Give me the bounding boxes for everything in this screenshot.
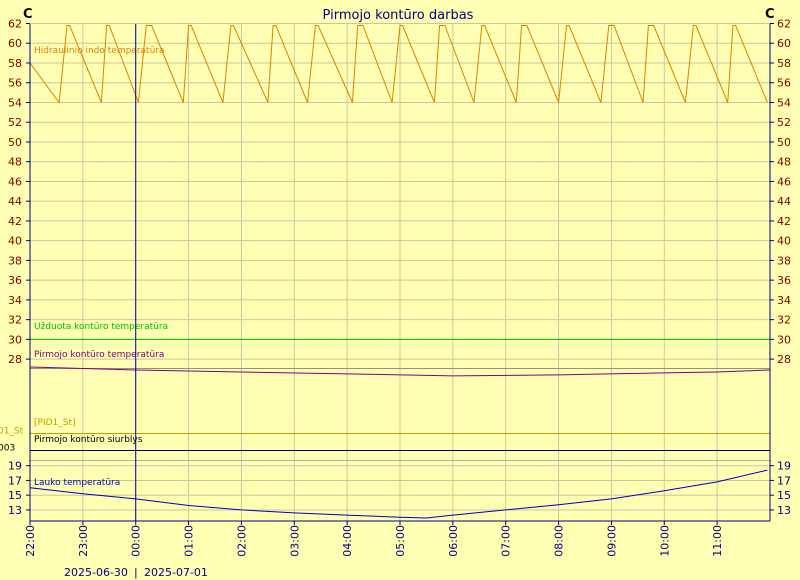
y-tick-label-left: 38 — [8, 254, 22, 267]
y-tick-label-left: 40 — [8, 235, 22, 248]
series-layer: Hidraulinio indo temperatūra Užduota kont… — [0, 25, 771, 519]
x-tick-label: 08:00 — [553, 525, 566, 557]
x-tick-label: 10:00 — [658, 525, 671, 557]
y-tick-label-left: 36 — [8, 274, 22, 287]
y-tick-label-left: 50 — [8, 136, 22, 149]
series-label: Pirmojo kontūro temperatūra — [34, 350, 164, 360]
y-tick-label-right: 56 — [777, 77, 791, 90]
y-tick-label-right: 30 — [777, 333, 791, 346]
x-tick-label: 05:00 — [394, 525, 407, 557]
y-tick-label-right: 38 — [777, 254, 791, 267]
series-left-label: 01_St — [0, 427, 24, 437]
y-tick-label-left: 15 — [8, 489, 22, 502]
series-line — [29, 366, 771, 377]
y-tick-label-left: 30 — [8, 333, 22, 346]
y-tick-label-right: 28 — [777, 353, 791, 366]
y-tick-label-left: 44 — [8, 195, 22, 208]
y-unit-left: C — [23, 7, 33, 22]
x-tick-label: 09:00 — [605, 525, 618, 557]
x-tick-label: 23:00 — [77, 525, 90, 557]
y-tick-label-left: 58 — [8, 57, 22, 70]
y-tick-label-left: 34 — [8, 294, 22, 307]
date-left: 2025-06-30 — [64, 566, 128, 579]
y-tick-label-right: 13 — [777, 504, 791, 517]
date-right: 2025-07-01 — [144, 566, 208, 579]
y-tick-label-left: 54 — [8, 96, 22, 109]
series-left-label: 003 — [0, 444, 15, 454]
series-label: Užduota kontūro temperatūra — [34, 322, 168, 332]
y-tick-label-right: 15 — [777, 489, 791, 502]
x-tick-label: 04:00 — [341, 525, 354, 557]
x-tick-label: 03:00 — [288, 525, 301, 557]
x-tick-label: 11:00 — [711, 525, 724, 557]
y-tick-label-left: 52 — [8, 116, 22, 129]
x-tick-label: 02:00 — [235, 525, 248, 557]
y-tick-label-right: 48 — [777, 156, 791, 169]
y-tick-label-left: 56 — [8, 77, 22, 90]
y-tick-label-left: 28 — [8, 353, 22, 366]
y-tick-label-left: 62 — [8, 18, 22, 31]
y-tick-label-right: 62 — [777, 18, 791, 31]
chart-title: Pirmojo kontūro darbas — [323, 8, 474, 23]
x-tick-label: 07:00 — [500, 525, 513, 557]
y-tick-label-right: 46 — [777, 175, 791, 188]
y-tick-label-left: 32 — [8, 314, 22, 327]
y-tick-label-left: 42 — [8, 215, 22, 228]
y-tick-label-right: 19 — [777, 460, 791, 473]
series-label: [PID1_St] — [34, 418, 76, 428]
y-tick-label-right: 34 — [777, 294, 791, 307]
series-label: Pirmojo kontūro siurblys — [34, 435, 143, 445]
y-tick-label-left: 60 — [8, 37, 22, 50]
y-tick-label-right: 42 — [777, 215, 791, 228]
y-tick-label-right: 44 — [777, 195, 791, 208]
y-tick-label-right: 36 — [777, 274, 791, 287]
x-tick-label: 22:00 — [24, 525, 37, 557]
y-tick-label-right: 17 — [777, 474, 791, 487]
y-tick-label-left: 48 — [8, 156, 22, 169]
x-tick-label: 00:00 — [130, 525, 143, 557]
y-tick-label-right: 60 — [777, 37, 791, 50]
x-tick-label: 06:00 — [447, 525, 460, 557]
y-tick-label-left: 17 — [8, 474, 22, 487]
y-tick-label-left: 19 — [8, 460, 22, 473]
grid — [29, 23, 770, 521]
y-tick-label-right: 32 — [777, 314, 791, 327]
y-unit-right: C — [765, 7, 775, 22]
y-tick-label-left: 13 — [8, 504, 22, 517]
y-tick-label-right: 50 — [777, 136, 791, 149]
x-tick-label: 01:00 — [183, 525, 196, 557]
axes: 62 62 60 60 58 58 56 56 54 54 52 52 50 50 48 48 46 46 44 44… — [8, 18, 791, 557]
series-label: Hidraulinio indo temperatūra — [34, 46, 165, 56]
series-line — [29, 469, 768, 519]
y-tick-label-right: 58 — [777, 57, 791, 70]
date-label: 2025-06-30 | 2025-07-01 — [64, 566, 208, 579]
series-label: Lauko temperatūra — [34, 478, 120, 488]
y-tick-label-right: 54 — [777, 96, 791, 109]
y-tick-label-left: 46 — [8, 175, 22, 188]
date-separator: | — [134, 566, 138, 579]
y-tick-label-right: 40 — [777, 235, 791, 248]
y-tick-label-right: 52 — [777, 116, 791, 129]
series-line — [29, 25, 768, 104]
